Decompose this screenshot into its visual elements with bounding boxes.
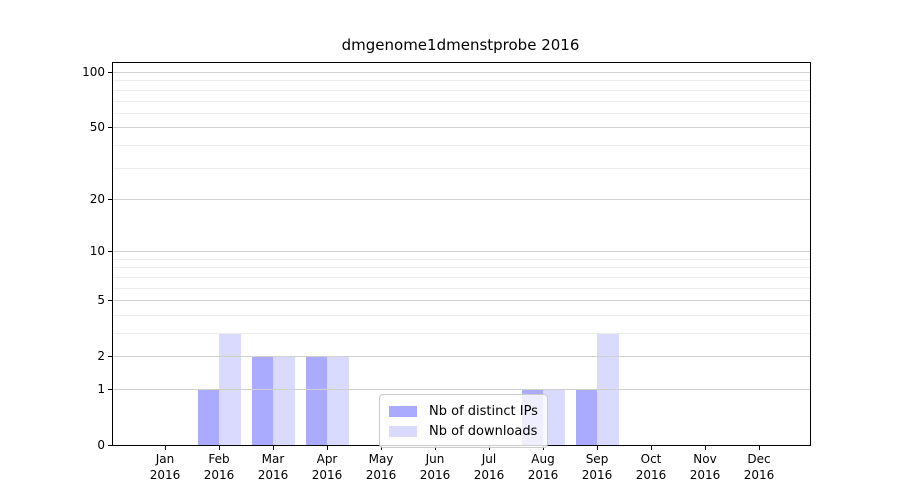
y-axis-tick [108, 300, 112, 302]
y-axis-tick-label: 2 [97, 349, 105, 364]
gridline-major [113, 251, 810, 253]
x-axis-tick [651, 446, 652, 450]
y-axis-tick-label: 5 [97, 293, 105, 308]
gridline-minor [113, 287, 810, 289]
legend-label-downloads: Nb of downloads [429, 423, 538, 439]
gridline-minor [113, 276, 810, 278]
gridline-major [113, 198, 810, 200]
gridline-minor [113, 100, 810, 102]
y-axis-tick [108, 356, 112, 358]
x-axis-tick [435, 446, 436, 450]
legend-label-distinct-ips: Nb of distinct IPs [429, 403, 538, 419]
bar-nb-of-distinct-ips [305, 356, 327, 445]
x-axis-tick [273, 446, 274, 450]
y-axis-tick-label: 0 [97, 438, 105, 452]
x-axis-tick-label: Mar 2016 [257, 452, 289, 482]
bar-nb-of-downloads [327, 356, 349, 445]
gridline-minor [113, 332, 810, 334]
gridline-major [113, 72, 810, 74]
gridline-minor [113, 314, 810, 316]
x-axis-tick [381, 446, 382, 450]
x-axis-tick [597, 446, 598, 450]
gridline-minor [113, 80, 810, 82]
y-axis-tick [108, 72, 112, 74]
gridline-major [113, 356, 810, 358]
x-axis-tick [327, 446, 328, 450]
x-axis-tick [705, 446, 706, 450]
x-axis-tick-label: Jun 2016 [419, 452, 451, 482]
x-axis-tick-label: Jul 2016 [473, 452, 505, 482]
x-axis-tick-label: Sep 2016 [581, 452, 613, 482]
gridline-minor [113, 167, 810, 169]
gridline-minor [113, 89, 810, 91]
x-axis-tick [165, 446, 166, 450]
y-axis-tick [108, 198, 112, 200]
x-axis-tick-label: Oct 2016 [635, 452, 667, 482]
gridline-major [113, 127, 810, 129]
y-axis-tick [108, 388, 112, 390]
x-axis-tick-label: Nov 2016 [689, 452, 721, 482]
legend-item-downloads: Nb of downloads [389, 421, 538, 441]
x-axis-tick-label: Dec 2016 [743, 452, 775, 482]
bar-nb-of-distinct-ips [251, 356, 273, 445]
x-axis-tick-label: May 2016 [365, 452, 397, 482]
y-axis-tick-label: 1 [97, 381, 105, 396]
y-axis-tick [108, 127, 112, 129]
legend-swatch-downloads [389, 425, 417, 437]
gridline-major [113, 300, 810, 302]
y-axis-tick-label: 50 [89, 120, 105, 135]
y-axis-tick-label: 100 [82, 65, 105, 80]
gridline-minor [113, 144, 810, 146]
x-axis-tick-label: Feb 2016 [203, 452, 235, 482]
chart-title: dmgenome1dmenstprobe 2016 [341, 36, 580, 54]
bar-nb-of-distinct-ips [197, 388, 219, 445]
gridline-minor [113, 267, 810, 269]
y-axis-tick-label: 20 [89, 191, 105, 206]
legend-item-distinct-ips: Nb of distinct IPs [389, 401, 538, 421]
y-axis-tick [108, 251, 112, 253]
x-axis-tick [489, 446, 490, 450]
plot-area: 0 1 2 5 10 20 50 100 Jan 2016 Feb 2016 Mar 2016 Apr… [82, 62, 811, 482]
legend-swatch-distinct-ips [389, 405, 417, 417]
y-axis-tick [108, 445, 112, 446]
bar-nb-of-downloads [597, 332, 619, 445]
y-axis-tick-label: 10 [89, 244, 105, 259]
bar-nb-of-downloads [543, 388, 565, 445]
x-axis-tick-label: Jan 2016 [149, 452, 181, 482]
x-axis-tick-label: Apr 2016 [311, 452, 343, 482]
x-axis-tick-label: Aug 2016 [527, 452, 559, 482]
x-axis-tick [543, 446, 544, 450]
gridline-minor [113, 258, 810, 260]
x-axis-tick [759, 446, 760, 450]
legend: Nb of distinct IPs Nb of downloads [379, 394, 548, 448]
bar-nb-of-downloads [219, 332, 241, 445]
gridline-minor [113, 112, 810, 114]
bar-nb-of-distinct-ips [575, 388, 597, 445]
bar-nb-of-downloads [273, 356, 295, 445]
x-axis-tick [219, 446, 220, 450]
